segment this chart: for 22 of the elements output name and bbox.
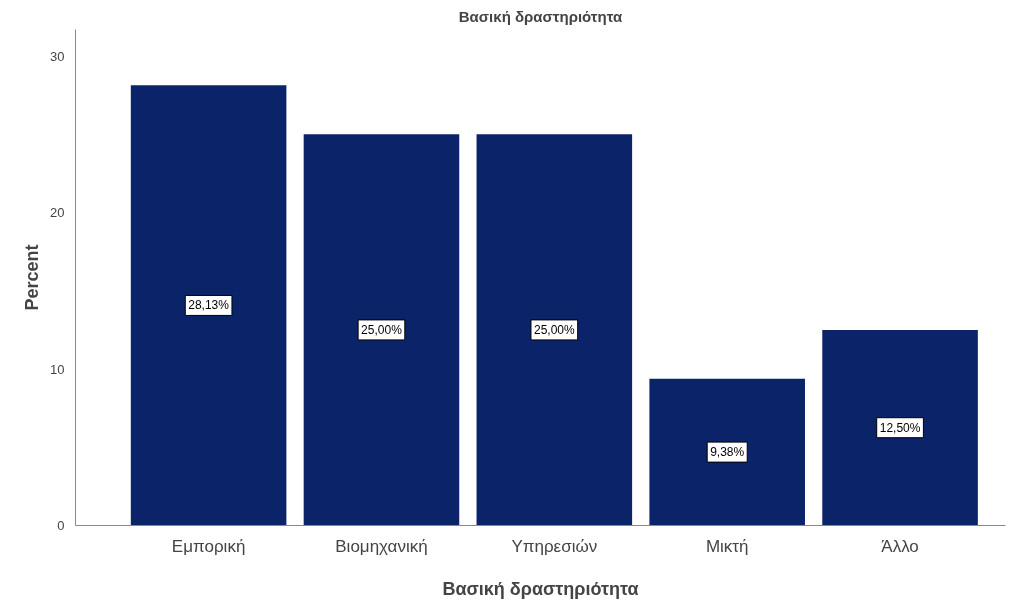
data-label: 25,00% [361, 322, 403, 337]
x-tick-label: Εμπορική [171, 536, 246, 556]
chart-title: Βασική δραστηριότητα [458, 7, 623, 25]
x-tick-label: Άλλο [881, 536, 919, 556]
x-tick-label: Υπηρεσιών [511, 536, 598, 556]
y-tick-label: 10 [50, 361, 65, 377]
x-axis-title: Βασική δραστηριότητα [442, 578, 639, 599]
y-tick-label: 30 [50, 48, 65, 64]
x-tick-label: Βιομηχανική [335, 536, 428, 556]
bar [303, 134, 460, 526]
data-label: 9,38% [710, 445, 745, 460]
bar [476, 134, 633, 526]
y-axis-title: Percent [22, 244, 43, 311]
y-tick-label: 20 [50, 205, 65, 221]
bar [130, 85, 287, 526]
data-label: 25,00% [533, 322, 576, 337]
data-label: 28,13% [188, 298, 230, 313]
bar [822, 329, 978, 526]
y-tick-label: 0 [57, 518, 65, 533]
bar [649, 378, 805, 526]
data-label: 12,50% [879, 420, 921, 435]
x-tick-label: Μικτή [705, 536, 749, 556]
